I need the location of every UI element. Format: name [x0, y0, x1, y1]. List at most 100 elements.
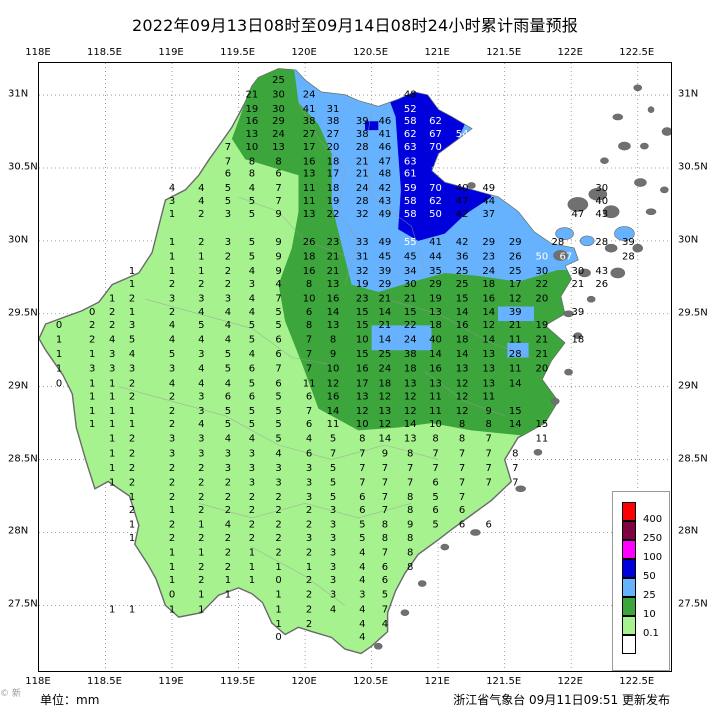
map-frame: 25 21 30 24 48 19 30 41 31 52 16 29 38 38 39 46 58 62 13 24…: [38, 62, 672, 672]
station-value: 62: [429, 116, 442, 127]
station-value: 14: [456, 349, 469, 360]
station-value: 42: [456, 209, 469, 220]
station-value: 4: [225, 335, 231, 346]
station-value: 20: [327, 142, 340, 153]
station-value: 1: [89, 378, 95, 389]
station-value: 3: [359, 590, 365, 601]
station-value: 16: [429, 364, 442, 375]
station-value: 8: [486, 419, 492, 430]
station-value: 5: [330, 434, 336, 445]
longitude-tick: 120E: [291, 47, 317, 58]
station-value: 7: [512, 478, 518, 489]
station-value: 2: [275, 505, 281, 516]
station-value: 16: [356, 364, 369, 375]
station-value: 2: [249, 520, 255, 531]
station-value: 13: [482, 349, 495, 360]
station-value: 21: [509, 320, 522, 331]
station-value: 1: [89, 349, 95, 360]
station-value: 21: [327, 266, 340, 277]
station-value: 2: [275, 533, 281, 544]
station-value: 2: [306, 520, 312, 531]
station-value: 3: [109, 364, 115, 375]
latitude-tick: 27.5N: [678, 598, 708, 610]
latitude-tick: 28N: [678, 525, 699, 537]
station-value: 5: [225, 406, 231, 417]
station-value: 12: [404, 406, 417, 417]
station-value: 2: [129, 505, 135, 516]
station-value: 3: [225, 237, 231, 248]
longitude-tick: 122E: [557, 47, 583, 58]
station-value: 10: [327, 364, 340, 375]
station-value: 10: [246, 142, 259, 153]
station-value: 2: [109, 307, 115, 318]
station-value: 14: [379, 434, 392, 445]
island: [400, 609, 410, 616]
station-value: 1: [198, 604, 204, 615]
station-value: 67: [560, 252, 573, 263]
station-value: 29: [429, 279, 442, 290]
station-value: 7: [225, 157, 231, 168]
station-value: 1: [169, 266, 175, 277]
station-value: 8: [249, 157, 255, 168]
station-value: 8: [459, 419, 465, 430]
station-value: 14: [509, 419, 522, 430]
station-value: 7: [382, 604, 388, 615]
island: [553, 250, 568, 261]
latitude-tick: 30N: [678, 234, 699, 246]
station-value: 2: [225, 279, 231, 290]
island: [373, 642, 383, 650]
station-value: 3: [198, 406, 204, 417]
station-value: 4: [198, 364, 204, 375]
longitude-tick: 119E: [158, 676, 184, 687]
station-value: 15: [356, 320, 369, 331]
latitude-tick: 30N: [8, 234, 29, 246]
station-value: 1: [129, 533, 135, 544]
station-value: 1: [249, 547, 255, 558]
station-value: 2: [225, 533, 231, 544]
station-value: 3: [169, 448, 175, 459]
legend-label: 25: [643, 590, 656, 601]
station-value: 70: [429, 142, 442, 153]
longitude-tick: 119E: [158, 47, 184, 58]
station-value: 4: [198, 307, 204, 318]
latitude-tick: 29.5N: [8, 307, 38, 319]
station-value: 8: [407, 562, 413, 573]
station-value: 61: [404, 168, 417, 179]
island: [470, 529, 481, 536]
station-value: 4: [198, 196, 204, 207]
station-value: 25: [456, 266, 469, 277]
station-value: 2: [129, 378, 135, 389]
station-value: 5: [432, 492, 438, 503]
station-value: 9: [407, 520, 413, 531]
station-value: 3: [225, 463, 231, 474]
latitude-tick: 30.5N: [678, 161, 708, 173]
station-value: 13: [404, 434, 417, 445]
island: [633, 84, 643, 92]
station-value: 7: [382, 463, 388, 474]
legend-swatch: [622, 597, 636, 616]
station-value: 12: [456, 378, 469, 389]
station-value: 7: [459, 463, 465, 474]
station-value: 6: [249, 364, 255, 375]
station-value: 2: [225, 505, 231, 516]
station-value: 47: [379, 157, 392, 168]
station-value: 12: [404, 391, 417, 402]
island: [604, 243, 618, 253]
station-value: 2: [169, 307, 175, 318]
station-value: 13: [429, 378, 442, 389]
station-value: 8: [275, 157, 281, 168]
station-value: 44: [429, 252, 442, 263]
station-value: 5: [249, 406, 255, 417]
county-border: [384, 298, 532, 358]
station-value: 15: [456, 294, 469, 305]
station-value: 3: [225, 209, 231, 220]
island: [586, 295, 596, 303]
station-value: 19: [327, 196, 340, 207]
legend-label: 400: [643, 514, 663, 525]
station-value: 1: [129, 406, 135, 417]
station-value: 2: [198, 562, 204, 573]
station-value: 32: [356, 266, 369, 277]
station-value: 0: [169, 590, 175, 601]
station-value: 24: [303, 90, 316, 101]
station-value: 3: [89, 364, 95, 375]
